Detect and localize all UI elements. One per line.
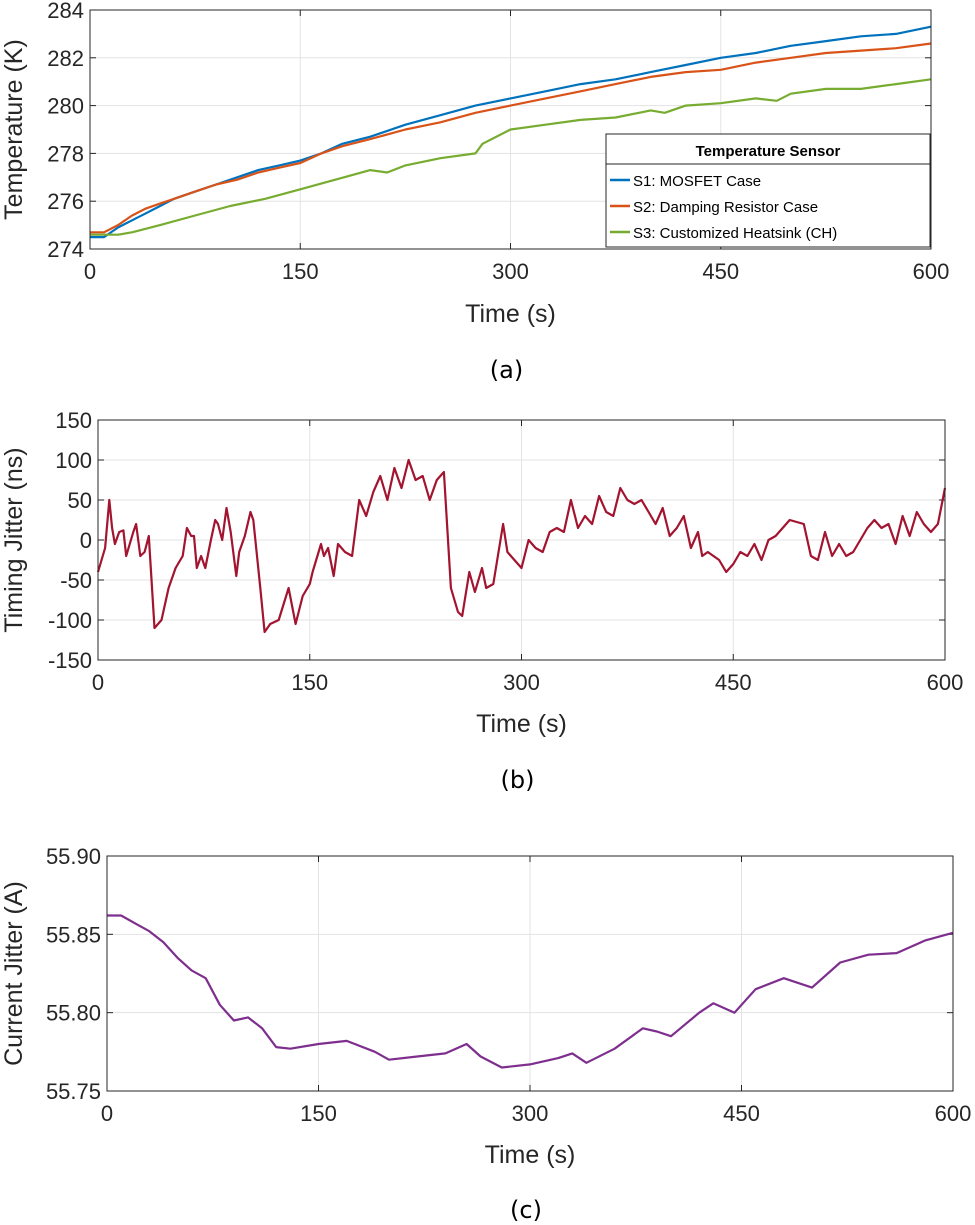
- y-tick-label: 276: [47, 189, 84, 214]
- series-line-3: [90, 78, 932, 236]
- y-tick-label: 274: [47, 237, 84, 262]
- legend-entry: S1: MOSFET Case: [633, 173, 761, 190]
- series-line-2: [90, 42, 932, 234]
- subplot-b: 0 150 300 450 600 -150 -100 -50 0 50 100 150 Time (s…: [0, 408, 963, 794]
- x-axis-label: Time (s): [485, 1141, 576, 1169]
- x-tick-label: 150: [282, 259, 319, 284]
- y-axis-label: Temperature (K): [0, 39, 28, 220]
- x-tick-label: 0: [92, 670, 104, 695]
- x-tick-label: 150: [300, 1101, 337, 1126]
- y-tick-label: 282: [47, 46, 84, 71]
- x-tick-label: 450: [715, 670, 752, 695]
- x-tick-label: 600: [927, 670, 964, 695]
- legend: Temperature Sensor S1: MOSFET Case S2: Dam…: [605, 133, 931, 248]
- y-tick-label: -50: [60, 568, 92, 593]
- y-tick-label: 55.90: [46, 844, 101, 869]
- x-tick-label: 300: [503, 670, 540, 695]
- x-tick-label: 600: [935, 1101, 972, 1126]
- series-line-1: [90, 25, 932, 239]
- y-tick-label: 278: [47, 141, 84, 166]
- legend-title: Temperature Sensor: [696, 143, 841, 160]
- y-tick-label: 0: [80, 528, 92, 553]
- series-line-1: [96, 458, 947, 634]
- subplot-caption: (c): [510, 1196, 542, 1224]
- y-tick-label: 55.80: [46, 1001, 101, 1026]
- y-tick-label: 280: [47, 94, 84, 119]
- legend-box: [605, 133, 931, 248]
- x-tick-label: 600: [913, 259, 950, 284]
- y-tick-label: 150: [55, 408, 92, 433]
- x-tick-label: 300: [512, 1101, 549, 1126]
- x-tick-label: 0: [101, 1101, 113, 1126]
- x-tick-label: 150: [291, 670, 328, 695]
- axes-box: [89, 9, 932, 250]
- x-axis-label: Time (s): [465, 300, 556, 328]
- axes-box: [106, 855, 954, 1092]
- x-tick-label: 0: [84, 259, 96, 284]
- y-tick-label: -100: [48, 608, 92, 633]
- subplot-caption: (a): [490, 356, 523, 384]
- y-tick-label: -150: [48, 648, 92, 673]
- y-axis-label: Timing Jitter (ns): [0, 447, 28, 632]
- subplot-caption: (b): [501, 766, 535, 794]
- y-axis-label: Current Jitter (A): [0, 881, 28, 1066]
- y-tick-label: 55.75: [46, 1079, 101, 1104]
- x-tick-label: 300: [492, 259, 529, 284]
- legend-entry: S3: Customized Heatsink (CH): [633, 225, 837, 242]
- axes-box: [97, 419, 946, 661]
- legend-entry: S2: Damping Resistor Case: [633, 199, 818, 216]
- subplot-a: 0 150 300 450 600 274 276 278 280 282 284 Time (s) T…: [0, 0, 949, 384]
- subplot-c: 0 150 300 450 600 55.75 55.80 55.85 55.90 Time (s…: [0, 844, 971, 1224]
- series-line-1: [107, 914, 954, 1069]
- x-tick-label: 450: [702, 259, 739, 284]
- y-tick-label: 50: [68, 488, 92, 513]
- y-tick-label: 284: [47, 0, 84, 23]
- x-tick-label: 450: [723, 1101, 760, 1126]
- y-tick-label: 100: [55, 448, 92, 473]
- x-axis-label: Time (s): [476, 710, 567, 738]
- y-tick-label: 55.85: [46, 922, 101, 947]
